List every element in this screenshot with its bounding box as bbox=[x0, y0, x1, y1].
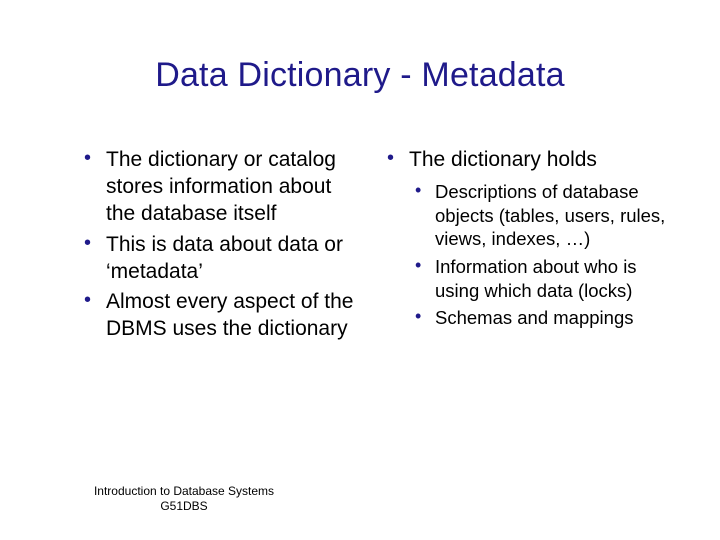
list-item: Schemas and mappings bbox=[415, 306, 666, 330]
right-bullet-list: The dictionary holds Descriptions of dat… bbox=[387, 147, 666, 330]
list-item: Information about who is using which dat… bbox=[415, 255, 666, 302]
list-item: The dictionary or catalog stores informa… bbox=[84, 147, 363, 228]
left-bullet-list: The dictionary or catalog stores informa… bbox=[84, 147, 363, 343]
content-columns: The dictionary or catalog stores informa… bbox=[0, 113, 720, 347]
list-item: This is data about data or ‘metadata’ bbox=[84, 232, 363, 286]
footer-line-2: G51DBS bbox=[74, 499, 294, 514]
slide-footer: Introduction to Database Systems G51DBS bbox=[74, 484, 294, 514]
right-column: The dictionary holds Descriptions of dat… bbox=[387, 147, 666, 347]
left-column: The dictionary or catalog stores informa… bbox=[84, 147, 363, 347]
right-sub-bullet-list: Descriptions of database objects (tables… bbox=[409, 180, 666, 330]
list-item-label: The dictionary holds bbox=[409, 148, 597, 171]
slide: Data Dictionary - Metadata The dictionar… bbox=[0, 0, 720, 540]
footer-line-1: Introduction to Database Systems bbox=[74, 484, 294, 499]
slide-title: Data Dictionary - Metadata bbox=[0, 0, 720, 113]
list-item: The dictionary holds Descriptions of dat… bbox=[387, 147, 666, 330]
list-item: Almost every aspect of the DBMS uses the… bbox=[84, 289, 363, 343]
list-item: Descriptions of database objects (tables… bbox=[415, 180, 666, 251]
